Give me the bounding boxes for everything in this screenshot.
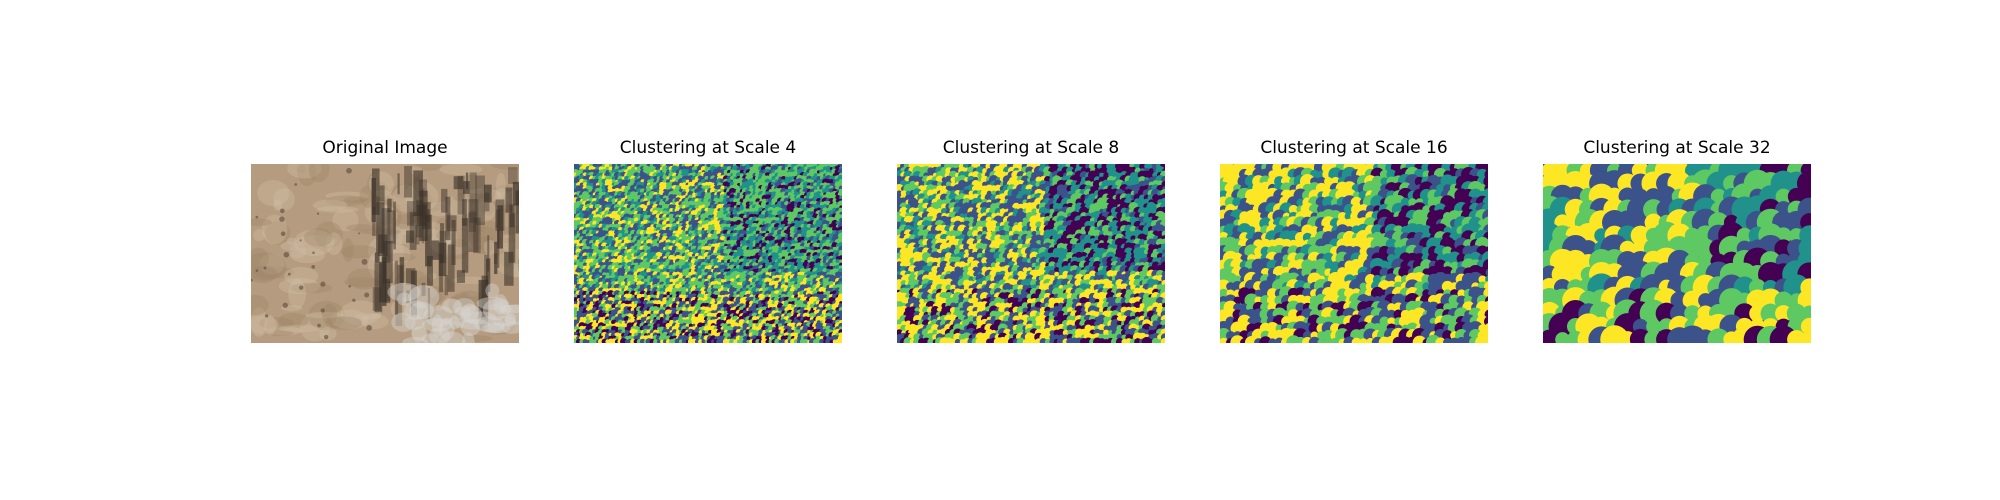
panel-scale-8: Clustering at Scale 8 xyxy=(897,0,1165,500)
cluster-map-scale-32-svg xyxy=(1543,164,1811,343)
cluster-map-scale-8 xyxy=(897,164,1165,343)
panel-title-original: Original Image xyxy=(322,138,448,158)
panel-title-scale-16: Clustering at Scale 16 xyxy=(1260,138,1448,158)
panel-title-scale-4: Clustering at Scale 4 xyxy=(619,138,797,158)
cluster-map-scale-16-svg xyxy=(1220,164,1488,343)
panel-title-scale-8: Clustering at Scale 8 xyxy=(942,138,1120,158)
original-aerial-photo xyxy=(251,164,519,343)
cluster-map-scale-32 xyxy=(1543,164,1811,343)
original-aerial-photo-svg xyxy=(251,164,519,343)
cluster-map-scale-4-svg xyxy=(574,164,842,343)
panel-scale-32: Clustering at Scale 32 xyxy=(1543,0,1811,500)
panel-original: Original Image xyxy=(251,0,519,500)
cluster-map-scale-4 xyxy=(574,164,842,343)
panel-title-scale-32: Clustering at Scale 32 xyxy=(1583,138,1771,158)
panel-scale-16: Clustering at Scale 16 xyxy=(1220,0,1488,500)
cluster-map-scale-8-svg xyxy=(897,164,1165,343)
panel-scale-4: Clustering at Scale 4 xyxy=(574,0,842,500)
cluster-map-scale-16 xyxy=(1220,164,1488,343)
